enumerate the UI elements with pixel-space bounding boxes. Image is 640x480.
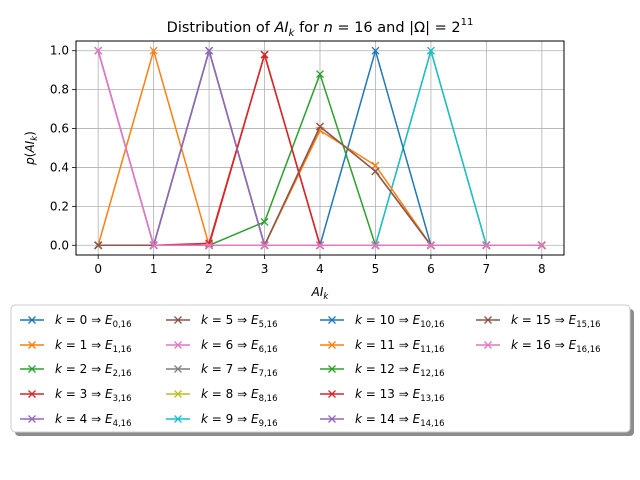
- legend-label: k = 11 ⇒ E11,16: [355, 338, 445, 355]
- x-tick-label: 3: [261, 262, 269, 276]
- x-tick-label: 8: [538, 262, 546, 276]
- legend-marker: [174, 316, 182, 324]
- legend-label: k = 6 ⇒ E6,16: [201, 338, 278, 355]
- legend-label: k = 15 ⇒ E15,16: [511, 313, 601, 330]
- x-tick-label: 5: [372, 262, 380, 276]
- legend-entry: k = 10 ⇒ E10,16: [320, 313, 445, 330]
- data-point: [371, 241, 380, 250]
- y-axis-label: p(AIk): [23, 131, 40, 166]
- legend-label: k = 0 ⇒ E0,16: [55, 313, 132, 330]
- x-tick-label: 6: [427, 262, 435, 276]
- legend-marker: [28, 365, 36, 373]
- y-tick-label: 0.2: [50, 199, 69, 213]
- x-tick-label: 1: [150, 262, 158, 276]
- data-point: [371, 161, 380, 170]
- data-point: [205, 46, 214, 55]
- data-point: [426, 241, 435, 250]
- series-layer: [94, 46, 546, 250]
- legend-entry: k = 2 ⇒ E2,16: [20, 362, 132, 379]
- legend-marker: [484, 316, 492, 324]
- x-tick-label: 2: [205, 262, 213, 276]
- chart-title: Distribution of AIk for n = 16 and |Ω| =…: [167, 17, 474, 39]
- legend-entry: k = 9 ⇒ E9,16: [166, 412, 278, 429]
- legend-label: k = 7 ⇒ E7,16: [201, 362, 278, 379]
- data-point: [205, 241, 214, 250]
- legend-marker: [328, 390, 336, 398]
- axis-ticks: 0 1 2 3 4 5 6 7 8 0.0 0.2 0.4 0.6 0.8 1.0: [50, 44, 546, 276]
- legend-entry: k = 11 ⇒ E11,16: [320, 338, 445, 355]
- data-point: [260, 50, 269, 59]
- legend-marker: [328, 341, 336, 349]
- legend: k = 0 ⇒ E0,16 k = 1 ⇒ E1,16 k = 2 ⇒ E2,16 k…: [10, 304, 634, 436]
- legend-marker: [174, 365, 182, 373]
- legend-marker: [328, 415, 336, 423]
- data-point: [149, 46, 158, 55]
- legend-label: k = 5 ⇒ E5,16: [201, 313, 278, 330]
- legend-label: k = 16 ⇒ E16,16: [511, 338, 601, 355]
- data-point: [426, 46, 435, 55]
- x-tick-label: 7: [483, 262, 491, 276]
- legend-label: k = 2 ⇒ E2,16: [55, 362, 132, 379]
- legend-entry: k = 16 ⇒ E16,16: [476, 338, 601, 355]
- data-point: [482, 241, 491, 250]
- legend-entry: k = 5 ⇒ E5,16: [166, 313, 278, 330]
- legend-label: k = 1 ⇒ E1,16: [55, 338, 132, 355]
- legend-items: k = 0 ⇒ E0,16 k = 1 ⇒ E1,16 k = 2 ⇒ E2,16 k…: [20, 313, 601, 429]
- legend-marker: [28, 316, 36, 324]
- data-point: [94, 46, 103, 55]
- legend-entry: k = 1 ⇒ E1,16: [20, 338, 132, 355]
- legend-marker: [174, 390, 182, 398]
- y-tick-label: 0.4: [50, 160, 69, 174]
- legend-label: k = 14 ⇒ E14,16: [355, 412, 445, 429]
- x-axis-label: AIk: [311, 285, 330, 302]
- legend-marker: [174, 341, 182, 349]
- legend-label: k = 4 ⇒ E4,16: [55, 412, 132, 429]
- legend-entry: k = 12 ⇒ E12,16: [320, 362, 445, 379]
- data-point: [149, 241, 158, 250]
- legend-entry: k = 7 ⇒ E7,16: [166, 362, 278, 379]
- data-point: [537, 241, 546, 250]
- legend-marker: [328, 316, 336, 324]
- y-tick-label: 0.0: [50, 238, 69, 252]
- legend-entry: k = 8 ⇒ E8,16: [166, 387, 278, 404]
- legend-marker: [28, 341, 36, 349]
- legend-marker: [28, 390, 36, 398]
- legend-label: k = 9 ⇒ E9,16: [201, 412, 278, 429]
- legend-marker: [328, 365, 336, 373]
- legend-entry: k = 6 ⇒ E6,16: [166, 338, 278, 355]
- legend-label: k = 3 ⇒ E3,16: [55, 387, 132, 404]
- legend-entry: k = 13 ⇒ E13,16: [320, 387, 445, 404]
- legend-label: k = 13 ⇒ E13,16: [355, 387, 445, 404]
- y-tick-label: 0.6: [50, 122, 69, 136]
- data-point: [316, 70, 324, 79]
- series-16: [94, 46, 546, 250]
- legend-marker: [174, 415, 182, 423]
- legend-entry: k = 15 ⇒ E15,16: [476, 313, 601, 330]
- legend-entry: k = 4 ⇒ E4,16: [20, 412, 132, 429]
- data-point: [371, 167, 380, 176]
- legend-entry: k = 3 ⇒ E3,16: [20, 387, 132, 404]
- data-point: [260, 217, 269, 226]
- legend-marker: [28, 415, 36, 423]
- data-point: [371, 46, 380, 55]
- data-point: [316, 122, 324, 131]
- legend-label: k = 10 ⇒ E10,16: [355, 313, 445, 330]
- data-point: [316, 241, 324, 250]
- legend-entry: k = 0 ⇒ E0,16: [20, 313, 132, 330]
- data-point: [260, 241, 269, 250]
- legend-label: k = 12 ⇒ E12,16: [355, 362, 445, 379]
- x-tick-label: 0: [94, 262, 102, 276]
- legend-entry: k = 14 ⇒ E14,16: [320, 412, 445, 429]
- legend-marker: [484, 341, 492, 349]
- x-tick-label: 4: [316, 262, 324, 276]
- y-tick-label: 0.8: [50, 83, 69, 97]
- y-tick-label: 1.0: [50, 44, 69, 58]
- legend-label: k = 8 ⇒ E8,16: [201, 387, 278, 404]
- data-point: [94, 241, 103, 250]
